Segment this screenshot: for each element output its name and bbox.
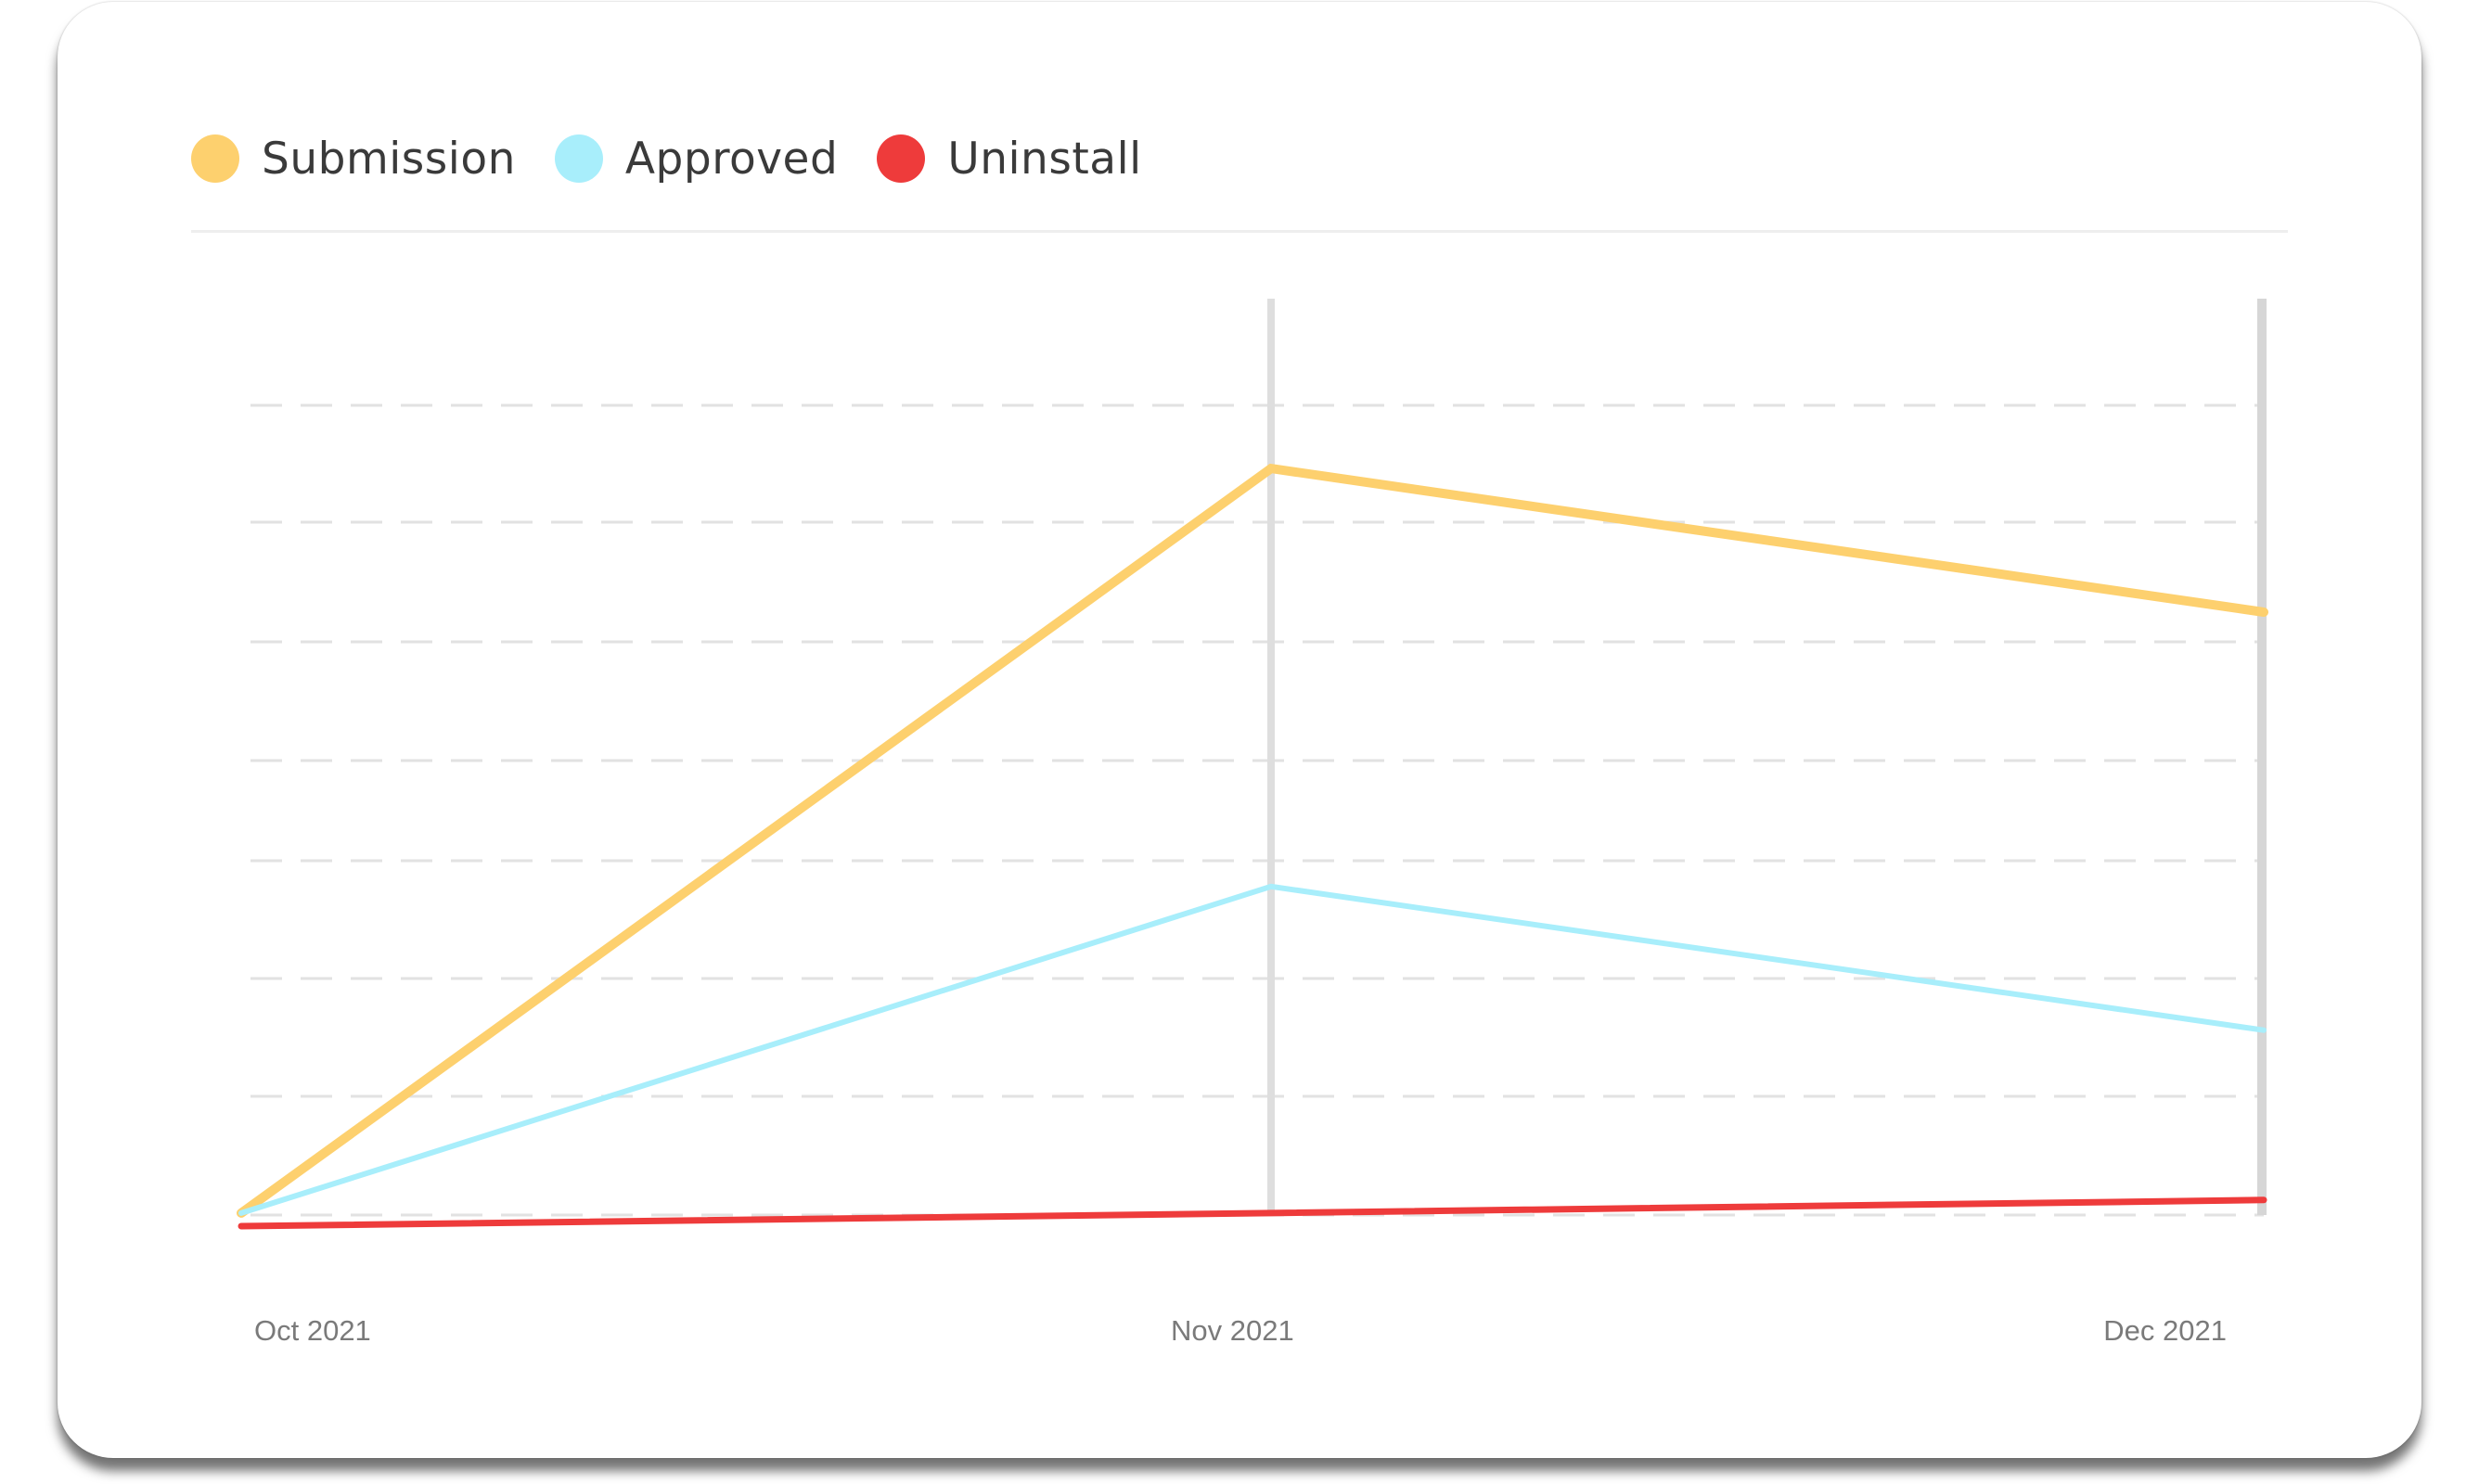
- tick-label-layer: Oct 2021 Nov 2021 Dec 2021: [254, 1314, 2227, 1347]
- series-layer: [237, 463, 2268, 1230]
- legend-label-approved: Approved: [624, 133, 839, 185]
- x-tick-label-2: Dec 2021: [2103, 1314, 2227, 1347]
- legend-item-uninstall[interactable]: Uninstall: [877, 134, 1141, 185]
- legend-label-uninstall: Uninstall: [947, 133, 1142, 185]
- legend-dot-submission: [191, 134, 239, 183]
- legend-dot-approved: [554, 134, 603, 183]
- x-tick-label-0: Oct 2021: [254, 1314, 371, 1347]
- chart-legend: Submission Approved Uninstall: [191, 128, 1181, 189]
- legend-dot-uninstall: [877, 134, 926, 183]
- legend-label-submission: Submission: [262, 133, 516, 185]
- x-tick-label-1: Nov 2021: [1171, 1314, 1294, 1347]
- legend-divider: [191, 230, 2288, 233]
- legend-item-submission[interactable]: Submission: [191, 134, 516, 185]
- series-line-submission: [237, 463, 2268, 1218]
- series-line-approved: [238, 883, 2267, 1216]
- grid-layer: [250, 403, 2264, 1217]
- series-line-uninstall: [238, 1196, 2267, 1230]
- vertical-line-layer: [1267, 299, 2267, 1215]
- legend-item-approved[interactable]: Approved: [554, 133, 839, 185]
